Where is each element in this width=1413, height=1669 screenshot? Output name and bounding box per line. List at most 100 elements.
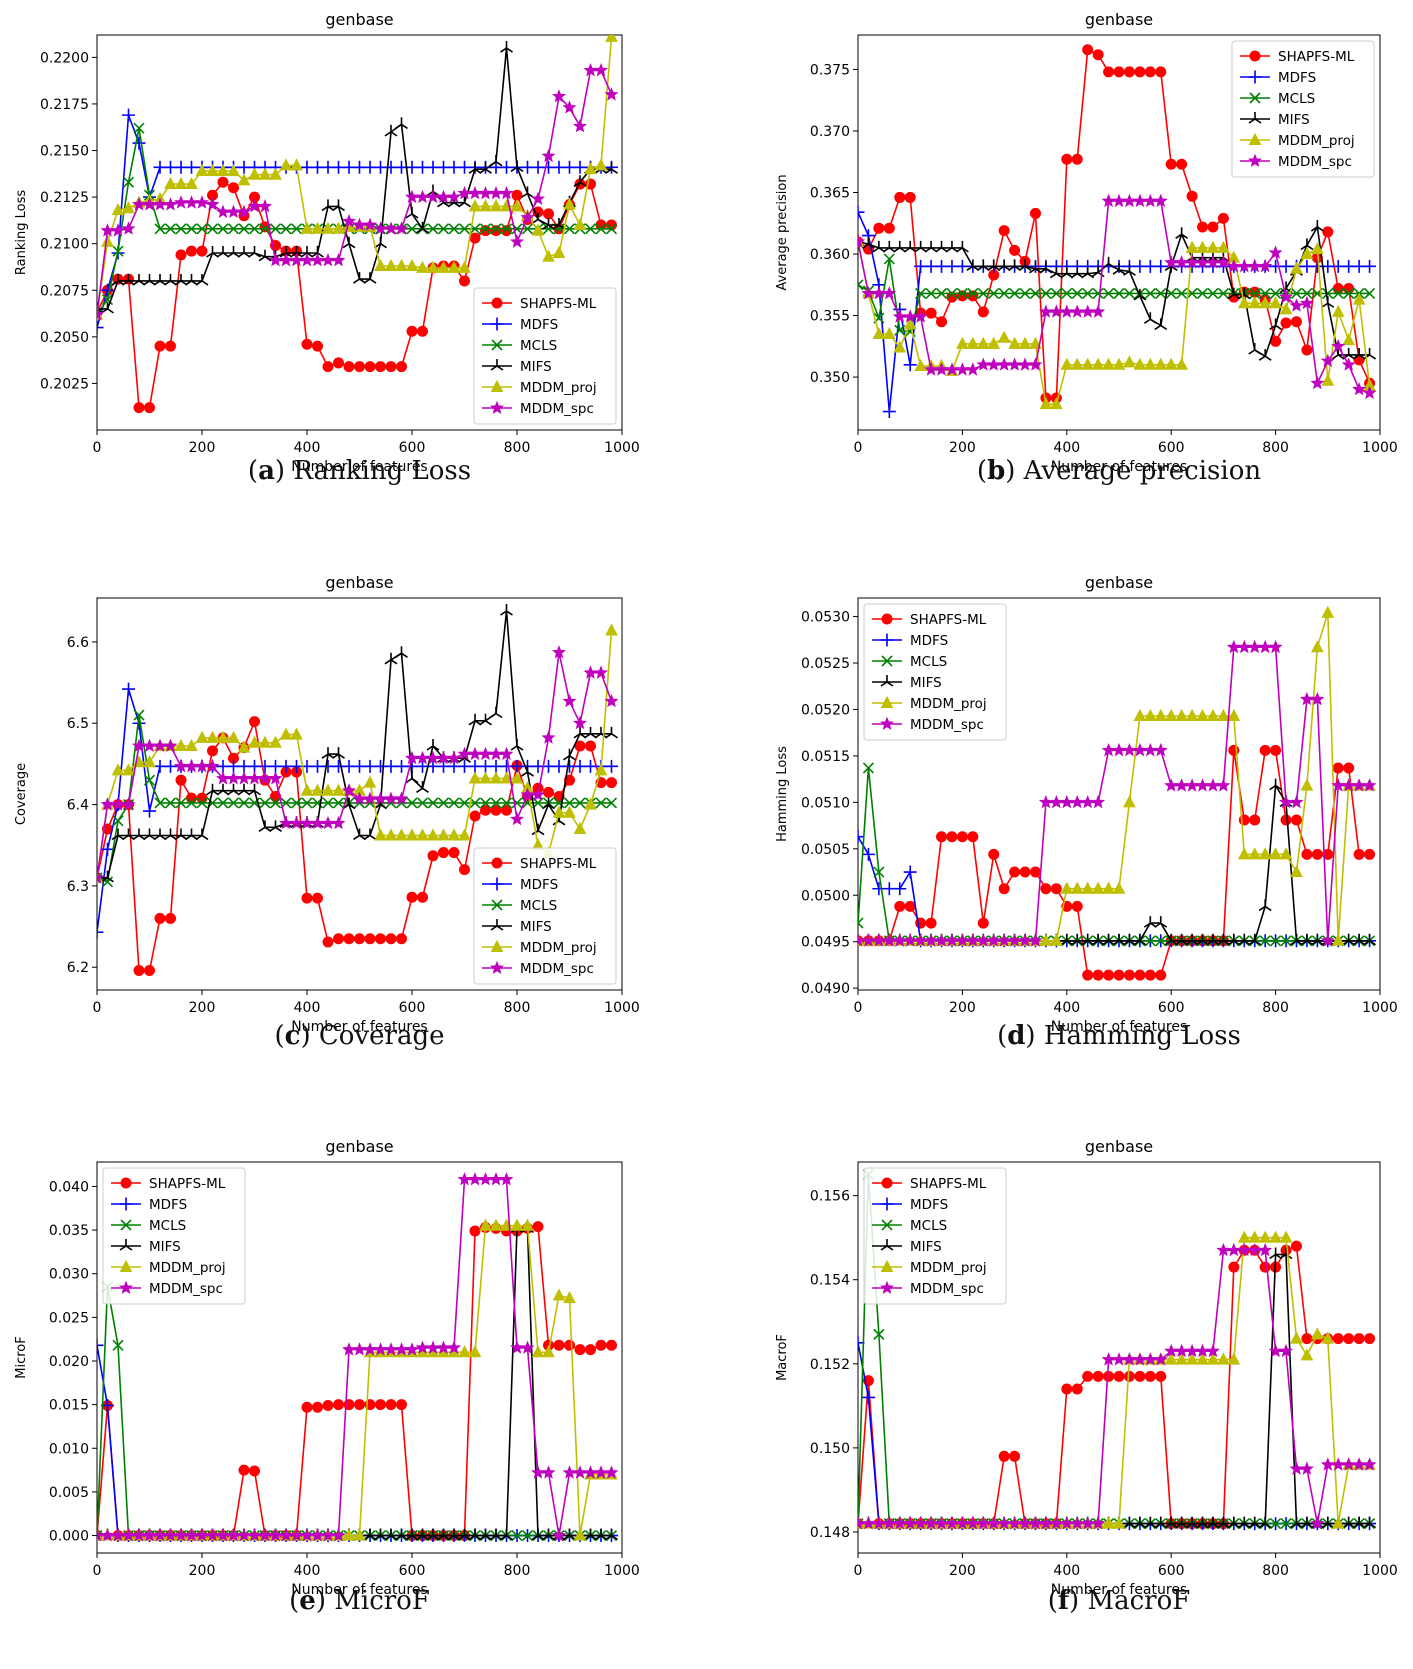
data-point (258, 735, 272, 748)
legend-marker (1248, 112, 1262, 124)
data-point (1249, 286, 1261, 298)
data-point (154, 797, 166, 809)
caption-d: (d) Hamming Loss (997, 1021, 1241, 1051)
data-point (858, 234, 865, 248)
data-point (1112, 1516, 1126, 1529)
data-point (1290, 864, 1303, 878)
data-point (499, 746, 514, 761)
data-point (342, 236, 356, 249)
legend-marker (490, 939, 504, 952)
plot-area (97, 35, 619, 414)
y-tick-label: 0.355 (810, 309, 850, 325)
legend-marker (490, 379, 504, 392)
data-point (1217, 1352, 1230, 1365)
plot-area (97, 1172, 619, 1543)
data-point (1343, 1333, 1355, 1345)
data-point (186, 245, 197, 257)
data-point (510, 234, 524, 248)
chart-title: genbase (325, 10, 393, 29)
data-point (333, 1399, 344, 1411)
data-point (97, 870, 104, 884)
data-point (510, 160, 524, 172)
data-point (405, 828, 419, 841)
data-point (552, 1288, 566, 1301)
data-point (914, 358, 927, 372)
data-point (238, 1464, 250, 1476)
data-point (499, 1172, 514, 1186)
data-point (217, 176, 229, 188)
data-point (1112, 357, 1126, 370)
data-point (165, 340, 176, 352)
data-point (543, 208, 554, 220)
data-point (858, 205, 865, 219)
legend-label: MDFS (149, 1197, 187, 1213)
legend-marker (881, 655, 893, 667)
data-point (1311, 242, 1324, 255)
data-point (594, 763, 608, 776)
legend-item: MIFS (872, 675, 942, 691)
data-point (1154, 708, 1168, 721)
caption-letter: a (258, 456, 275, 486)
data-point (1321, 605, 1335, 618)
y-tick-label: 0.0510 (801, 795, 850, 811)
data-point (595, 1339, 607, 1351)
y-tick-label: 0.375 (810, 62, 850, 78)
data-point (395, 258, 408, 272)
y-tick-label: 0.156 (810, 1189, 850, 1205)
data-point (269, 167, 282, 180)
data-point (1154, 916, 1168, 928)
data-point (1060, 357, 1074, 370)
data-point (1363, 1516, 1377, 1529)
data-point (605, 726, 618, 739)
x-tick-label: 200 (949, 1000, 976, 1016)
data-point (882, 326, 896, 340)
caption-text: Hamming Loss (1043, 1021, 1241, 1051)
legend-label: SHAPFS-ML (1278, 49, 1355, 65)
data-point (1207, 287, 1219, 299)
data-point (935, 287, 948, 299)
data-point (1227, 708, 1241, 721)
data-point (1321, 296, 1335, 308)
data-point (936, 831, 948, 843)
data-point (111, 763, 125, 776)
data-point (132, 136, 146, 150)
data-point (101, 842, 114, 856)
series-line (97, 610, 612, 879)
series-mifs (97, 604, 618, 883)
data-point (458, 797, 471, 809)
x-tick-label: 800 (1262, 1563, 1289, 1579)
data-point (1258, 296, 1272, 309)
data-point (1268, 639, 1283, 654)
data-point (396, 933, 407, 945)
data-point (541, 730, 556, 744)
y-tick-label: 0.154 (810, 1273, 850, 1289)
data-point (332, 783, 345, 796)
data-point (406, 325, 418, 337)
data-point (1270, 287, 1282, 299)
data-point (268, 771, 283, 785)
data-point (332, 221, 345, 234)
x-tick-label: 800 (1262, 440, 1289, 456)
data-point (1310, 375, 1325, 390)
data-point (144, 964, 155, 976)
caption-e: (e) MicroF (289, 1586, 430, 1616)
y-tick-label: 0.2150 (40, 144, 89, 160)
legend-marker (881, 613, 893, 625)
data-point (489, 199, 503, 212)
data-point (1102, 357, 1115, 370)
data-point (101, 294, 114, 306)
data-point (1164, 357, 1178, 370)
caption-c: (c) Coverage (274, 1021, 445, 1051)
series-line (97, 128, 612, 315)
data-point (1300, 238, 1314, 251)
x-tick-label: 600 (399, 440, 426, 456)
x-tick-label: 800 (1262, 1000, 1289, 1016)
data-point (1050, 933, 1063, 946)
legend-item: MCLS (482, 898, 557, 914)
data-point (883, 222, 895, 234)
data-point (1155, 935, 1167, 947)
legend-label: MDDM_proj (1278, 133, 1355, 149)
data-point (468, 1345, 482, 1358)
data-point (112, 1339, 124, 1351)
data-point (1039, 397, 1053, 410)
